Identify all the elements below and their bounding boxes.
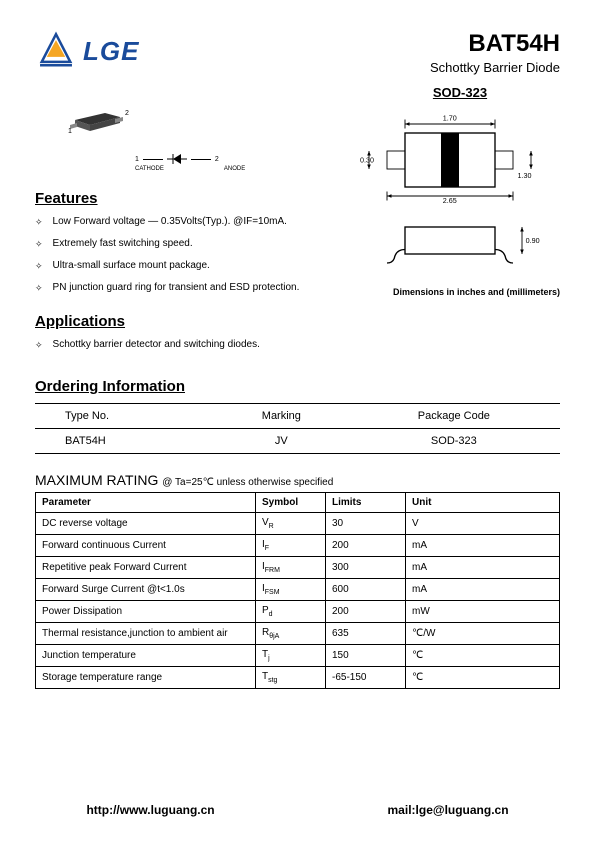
symbol-cell: IF [256,535,326,557]
svg-text:1.30: 1.30 [518,171,532,180]
feature-item: Low Forward voltage — 0.35Volts(Typ.). @… [35,215,345,229]
header: LGE BAT54H Schottky Barrier Diode [35,30,560,75]
ratings-row: Forward continuous CurrentIF200mA [36,535,560,557]
features-list: Low Forward voltage — 0.35Volts(Typ.). @… [35,215,345,295]
diode-symbol: 1 2 [135,152,345,166]
pin2-num: 2 [215,156,219,163]
unit-cell: V [406,513,560,535]
order-header: Type No. [35,404,215,429]
feature-item: Extremely fast switching speed. [35,237,345,251]
ratings-header: Parameter [36,493,256,513]
ratings-row: Power DissipationPd200mW [36,601,560,623]
ratings-header: Symbol [256,493,326,513]
ratings-row: Forward Surge Current @t<1.0sIFSM600mA [36,579,560,601]
param-cell: Repetitive peak Forward Current [36,557,256,579]
footer: http://www.luguang.cn mail:lge@luguang.c… [0,803,595,817]
package-label: SOD-323 [360,85,560,100]
features-heading: Features [35,190,345,207]
symbol-cell: Tstg [256,667,326,689]
ratings-header: Limits [326,493,406,513]
ratings-row: Storage temperature rangeTstg-65-150℃ [36,667,560,689]
param-cell: Forward continuous Current [36,535,256,557]
limit-cell: 30 [326,513,406,535]
symbol-cell: IFSM [256,579,326,601]
pin1-label: CATHODE [135,166,164,172]
footer-email: mail:lge@luguang.cn [388,803,509,817]
order-cell: JV [215,429,348,454]
ratings-header: Unit [406,493,560,513]
unit-cell: ℃ [406,667,560,689]
unit-cell: mA [406,579,560,601]
ordering-heading: Ordering Information [35,378,560,395]
package-3d-icon: 1 2 [65,95,345,140]
unit-cell: mA [406,535,560,557]
svg-text:0.30: 0.30 [360,156,374,165]
package-side-drawing: 0.90 [360,218,540,272]
feature-item: PN junction guard ring for transient and… [35,281,345,295]
applications-list: Schottky barrier detector and switching … [35,338,345,352]
diode-icon [167,152,187,166]
unit-cell: mW [406,601,560,623]
ratings-row: Junction temperatureTj150℃ [36,645,560,667]
ratings-row: Thermal resistance,junction to ambient a… [36,623,560,645]
logo: LGE [35,30,139,72]
param-cell: Forward Surge Current @t<1.0s [36,579,256,601]
logo-icon [35,30,77,72]
limit-cell: 635 [326,623,406,645]
symbol-cell: VR [256,513,326,535]
application-item: Schottky barrier detector and switching … [35,338,345,352]
limit-cell: 200 [326,535,406,557]
pin1-num: 1 [135,156,139,163]
param-cell: Junction temperature [36,645,256,667]
feature-item: Ultra-small surface mount package. [35,259,345,273]
order-header: Marking [215,404,348,429]
unit-cell: ℃/W [406,623,560,645]
pin2-label: ANODE [224,166,245,172]
order-cell: BAT54H [35,429,215,454]
limit-cell: -65-150 [326,667,406,689]
limit-cell: 200 [326,601,406,623]
limit-cell: 300 [326,557,406,579]
ratings-row: DC reverse voltageVR30V [36,513,560,535]
ratings-table: Parameter Symbol Limits Unit DC reverse … [35,492,560,689]
symbol-cell: Tj [256,645,326,667]
ratings-row: Repetitive peak Forward CurrentIFRM300mA [36,557,560,579]
order-header: Package Code [348,404,560,429]
param-cell: Storage temperature range [36,667,256,689]
footer-url: http://www.luguang.cn [86,803,214,817]
part-number: BAT54H [430,30,560,58]
param-cell: DC reverse voltage [36,513,256,535]
svg-text:2: 2 [125,110,129,117]
unit-cell: ℃ [406,645,560,667]
symbol-cell: RθjA [256,623,326,645]
svg-text:1.70: 1.70 [443,113,457,122]
order-cell: SOD-323 [348,429,560,454]
dimensions-note: Dimensions in inches and (millimeters) [360,287,560,297]
limit-cell: 150 [326,645,406,667]
part-subtitle: Schottky Barrier Diode [430,60,560,75]
param-cell: Thermal resistance,junction to ambient a… [36,623,256,645]
param-cell: Power Dissipation [36,601,256,623]
symbol-cell: Pd [256,601,326,623]
svg-text:2.65: 2.65 [443,196,457,205]
svg-text:0.90: 0.90 [526,236,540,245]
ordering-table: Type No. Marking Package Code BAT54H JV … [35,403,560,454]
symbol-cell: IFRM [256,557,326,579]
logo-text: LGE [83,36,139,67]
limit-cell: 600 [326,579,406,601]
applications-heading: Applications [35,313,345,330]
package-top-drawing: 1.70 0.30 1.30 2.65 [360,106,540,205]
svg-text:1: 1 [68,128,72,135]
unit-cell: mA [406,557,560,579]
title-block: BAT54H Schottky Barrier Diode [430,30,560,75]
max-rating-title: MAXIMUM RATING @ Ta=25℃ unless otherwise… [35,472,560,488]
